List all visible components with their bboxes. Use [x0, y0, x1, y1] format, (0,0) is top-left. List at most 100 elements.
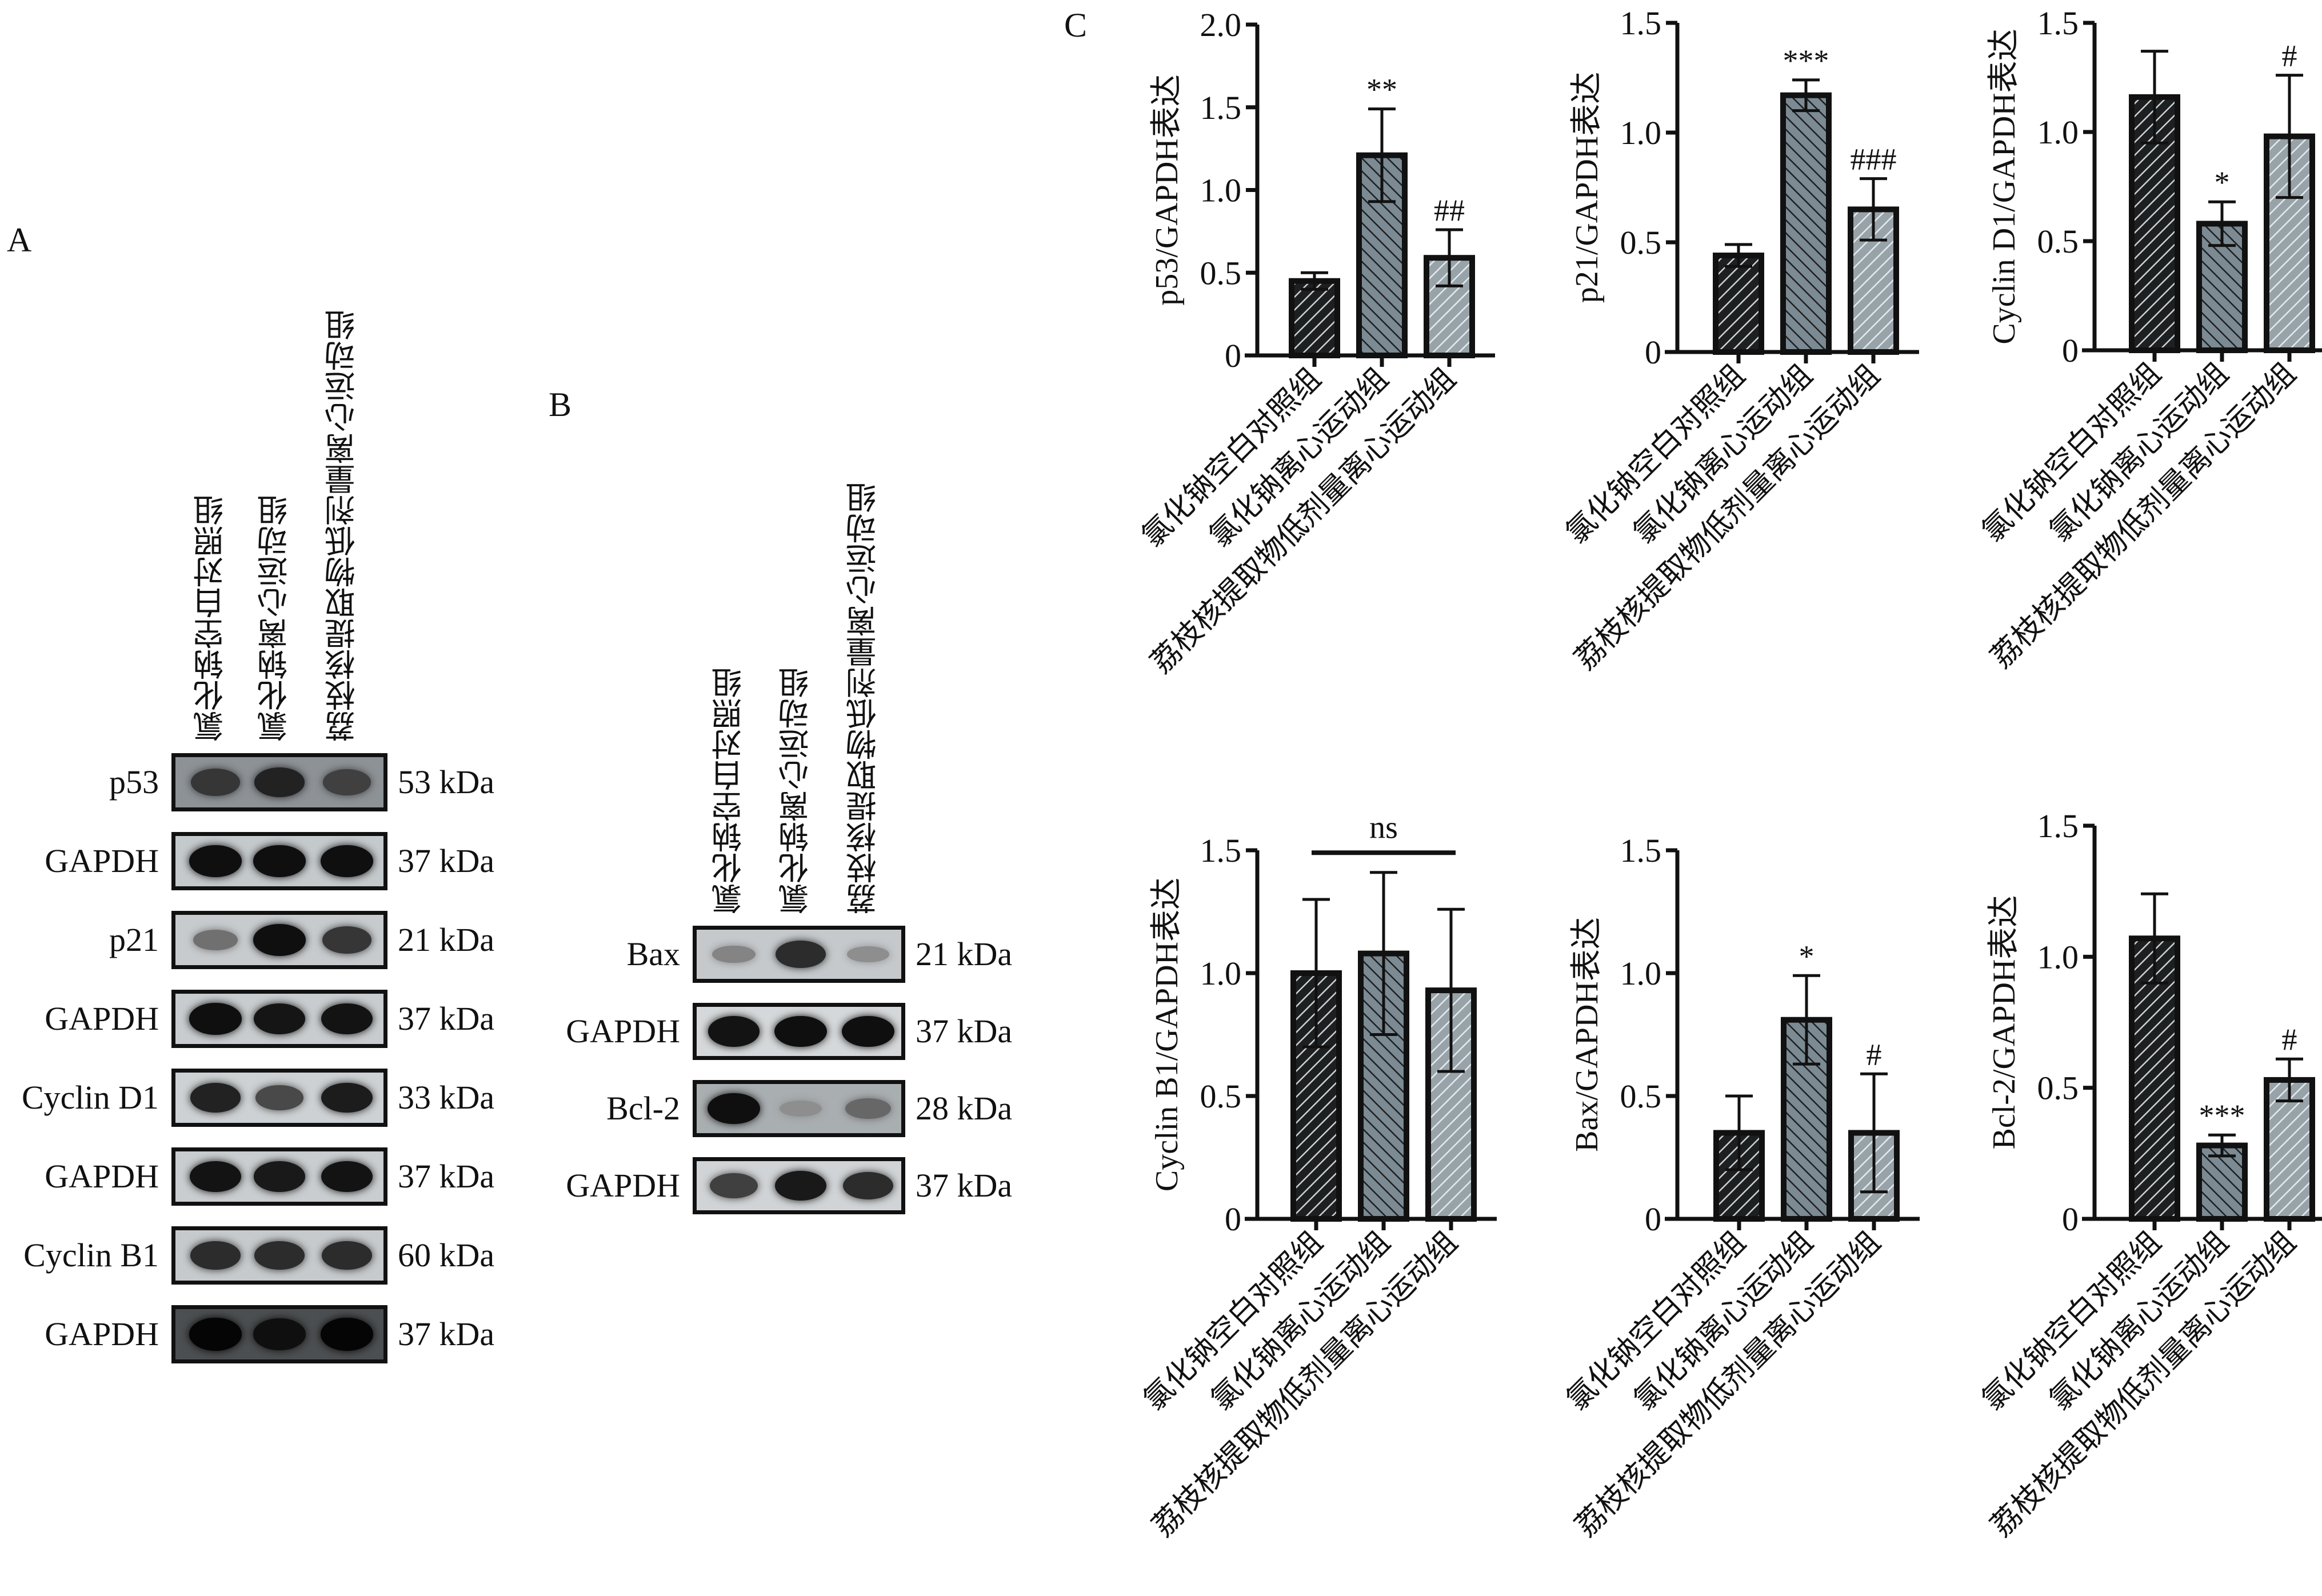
kda-label: 37 kDa	[398, 1158, 495, 1195]
protein-band	[254, 1241, 305, 1270]
protein-band	[190, 1083, 241, 1113]
y-tick-label: 0.5	[1200, 1078, 1242, 1115]
y-tick-label: 1.0	[1200, 955, 1242, 992]
y-tick-label: 0.5	[2037, 1070, 2079, 1107]
kda-label: 37 kDa	[398, 842, 495, 879]
protein-label: GAPDH	[45, 1315, 159, 1353]
blot-strip	[693, 1157, 905, 1214]
y-tick-label: 0	[1225, 337, 1241, 374]
significance-label: *	[1799, 939, 1815, 973]
protein-band	[847, 946, 889, 963]
protein-band	[253, 1003, 306, 1034]
y-tick-label: 0	[2062, 1201, 2079, 1238]
protein-band	[253, 924, 306, 956]
significance-label: ##	[1434, 193, 1465, 227]
y-tick-label: 1.0	[2037, 114, 2079, 151]
protein-band	[709, 1173, 758, 1199]
bar	[1289, 278, 1340, 358]
significance-label: **	[1366, 73, 1397, 107]
y-axis-label: p53/GAPDH表达	[1149, 74, 1185, 305]
kda-label: 37 kDa	[398, 1315, 495, 1353]
significance-label: *	[2215, 165, 2230, 199]
blot-strip	[171, 1069, 387, 1127]
y-tick-label: 0.5	[1620, 1078, 1662, 1115]
significance-label: ###	[1851, 142, 1897, 177]
protein-band	[255, 1085, 303, 1110]
x-tick-label: 荔枝核提取物低剂量离心运动组	[1985, 357, 2302, 674]
x-tick-label: 荔枝核提取物低剂量离心运动组	[1985, 1226, 2302, 1543]
protein-band	[845, 1098, 891, 1119]
bar	[1713, 253, 1764, 355]
kda-label: 60 kDa	[398, 1237, 495, 1274]
blot-strip	[693, 926, 905, 983]
protein-band	[322, 769, 371, 795]
protein-label: Bcl-2	[606, 1090, 680, 1127]
protein-label: p21	[109, 921, 159, 958]
x-tick-label: 荔枝核提取物低剂量离心运动组	[1569, 359, 1886, 676]
protein-band	[322, 926, 371, 954]
y-axis-label: Cyclin B1/GAPDH表达	[1149, 878, 1185, 1191]
protein-band	[191, 769, 240, 796]
significance-label: ***	[2199, 1098, 2245, 1133]
protein-label: GAPDH	[45, 1000, 159, 1037]
protein-band	[254, 767, 305, 797]
y-tick-label: 1.0	[1620, 955, 1662, 992]
protein-band	[189, 1318, 242, 1351]
y-tick-label: 1.0	[1620, 114, 1662, 151]
panel-c-letter: C	[1064, 6, 1088, 44]
bar-chart: 00.51.01.5Bcl-2/GAPDH表达氯化钠空白对照组***氯化钠离心运…	[1976, 807, 2322, 1543]
protein-band	[320, 1318, 374, 1351]
y-tick-label: 1.5	[1620, 5, 1662, 42]
protein-band	[775, 1170, 826, 1201]
protein-band	[253, 1318, 306, 1350]
y-tick-label: 1.5	[2037, 5, 2079, 42]
y-tick-label: 1.0	[2037, 938, 2079, 975]
blot-strip	[693, 1080, 905, 1137]
kda-label: 33 kDa	[398, 1079, 495, 1116]
y-tick-label: 1.5	[1620, 832, 1662, 869]
significance-label: #	[2282, 1022, 2297, 1057]
y-axis-label: Cyclin D1/GAPDH表达	[1987, 29, 2022, 344]
y-tick-label: 1.0	[1200, 172, 1242, 209]
protein-band	[776, 940, 826, 969]
blot-strip	[171, 753, 387, 811]
blot-strip	[171, 990, 387, 1048]
protein-band	[321, 845, 373, 877]
bar	[2196, 1142, 2248, 1222]
kda-label: 37 kDa	[916, 1167, 1013, 1204]
bar-chart: 00.51.01.5Bax/GAPDH表达氯化钠空白对照组*氯化钠离心运动组#荔…	[1561, 832, 1920, 1543]
protein-band	[189, 845, 242, 877]
y-tick-label: 0	[1225, 1201, 1241, 1238]
kda-label: 37 kDa	[398, 1000, 495, 1037]
protein-band	[253, 845, 306, 877]
protein-band	[708, 1093, 760, 1124]
protein-band	[254, 1161, 305, 1192]
protein-band	[321, 1161, 373, 1193]
significance-label: #	[1867, 1037, 1882, 1071]
protein-band	[321, 1082, 373, 1113]
y-tick-label: 0	[1645, 334, 1661, 371]
y-tick-label: 1.5	[1200, 89, 1242, 126]
bracket-label: ns	[1369, 810, 1398, 845]
protein-band	[708, 1016, 760, 1047]
kda-label: 21 kDa	[398, 921, 495, 958]
y-tick-label: 1.5	[1200, 832, 1242, 869]
y-axis-label: Bcl-2/GAPDH表达	[1987, 895, 2022, 1150]
blot-strip	[171, 1305, 387, 1363]
blot-strip	[693, 1003, 905, 1060]
blot-strip	[171, 1147, 387, 1206]
y-tick-label: 0.5	[2037, 223, 2079, 260]
protein-band	[712, 945, 756, 963]
y-axis-label: Bax/GAPDH表达	[1569, 917, 1605, 1152]
protein-band	[322, 1241, 372, 1270]
y-tick-label: 0	[2062, 332, 2079, 369]
significance-label: #	[2282, 39, 2297, 73]
x-tick-label: 荔枝核提取物低剂量离心运动组	[1569, 1226, 1887, 1543]
y-axis-label: p21/GAPDH表达	[1569, 72, 1605, 303]
y-tick-label: 2.0	[1200, 6, 1242, 43]
protein-band	[189, 1161, 242, 1193]
x-tick-label: 荔枝核提取物低剂量离心运动组	[1145, 362, 1462, 679]
bar-chart: 00.51.01.5p21/GAPDH表达氯化钠空白对照组***氯化钠离心运动组…	[1560, 5, 1919, 676]
